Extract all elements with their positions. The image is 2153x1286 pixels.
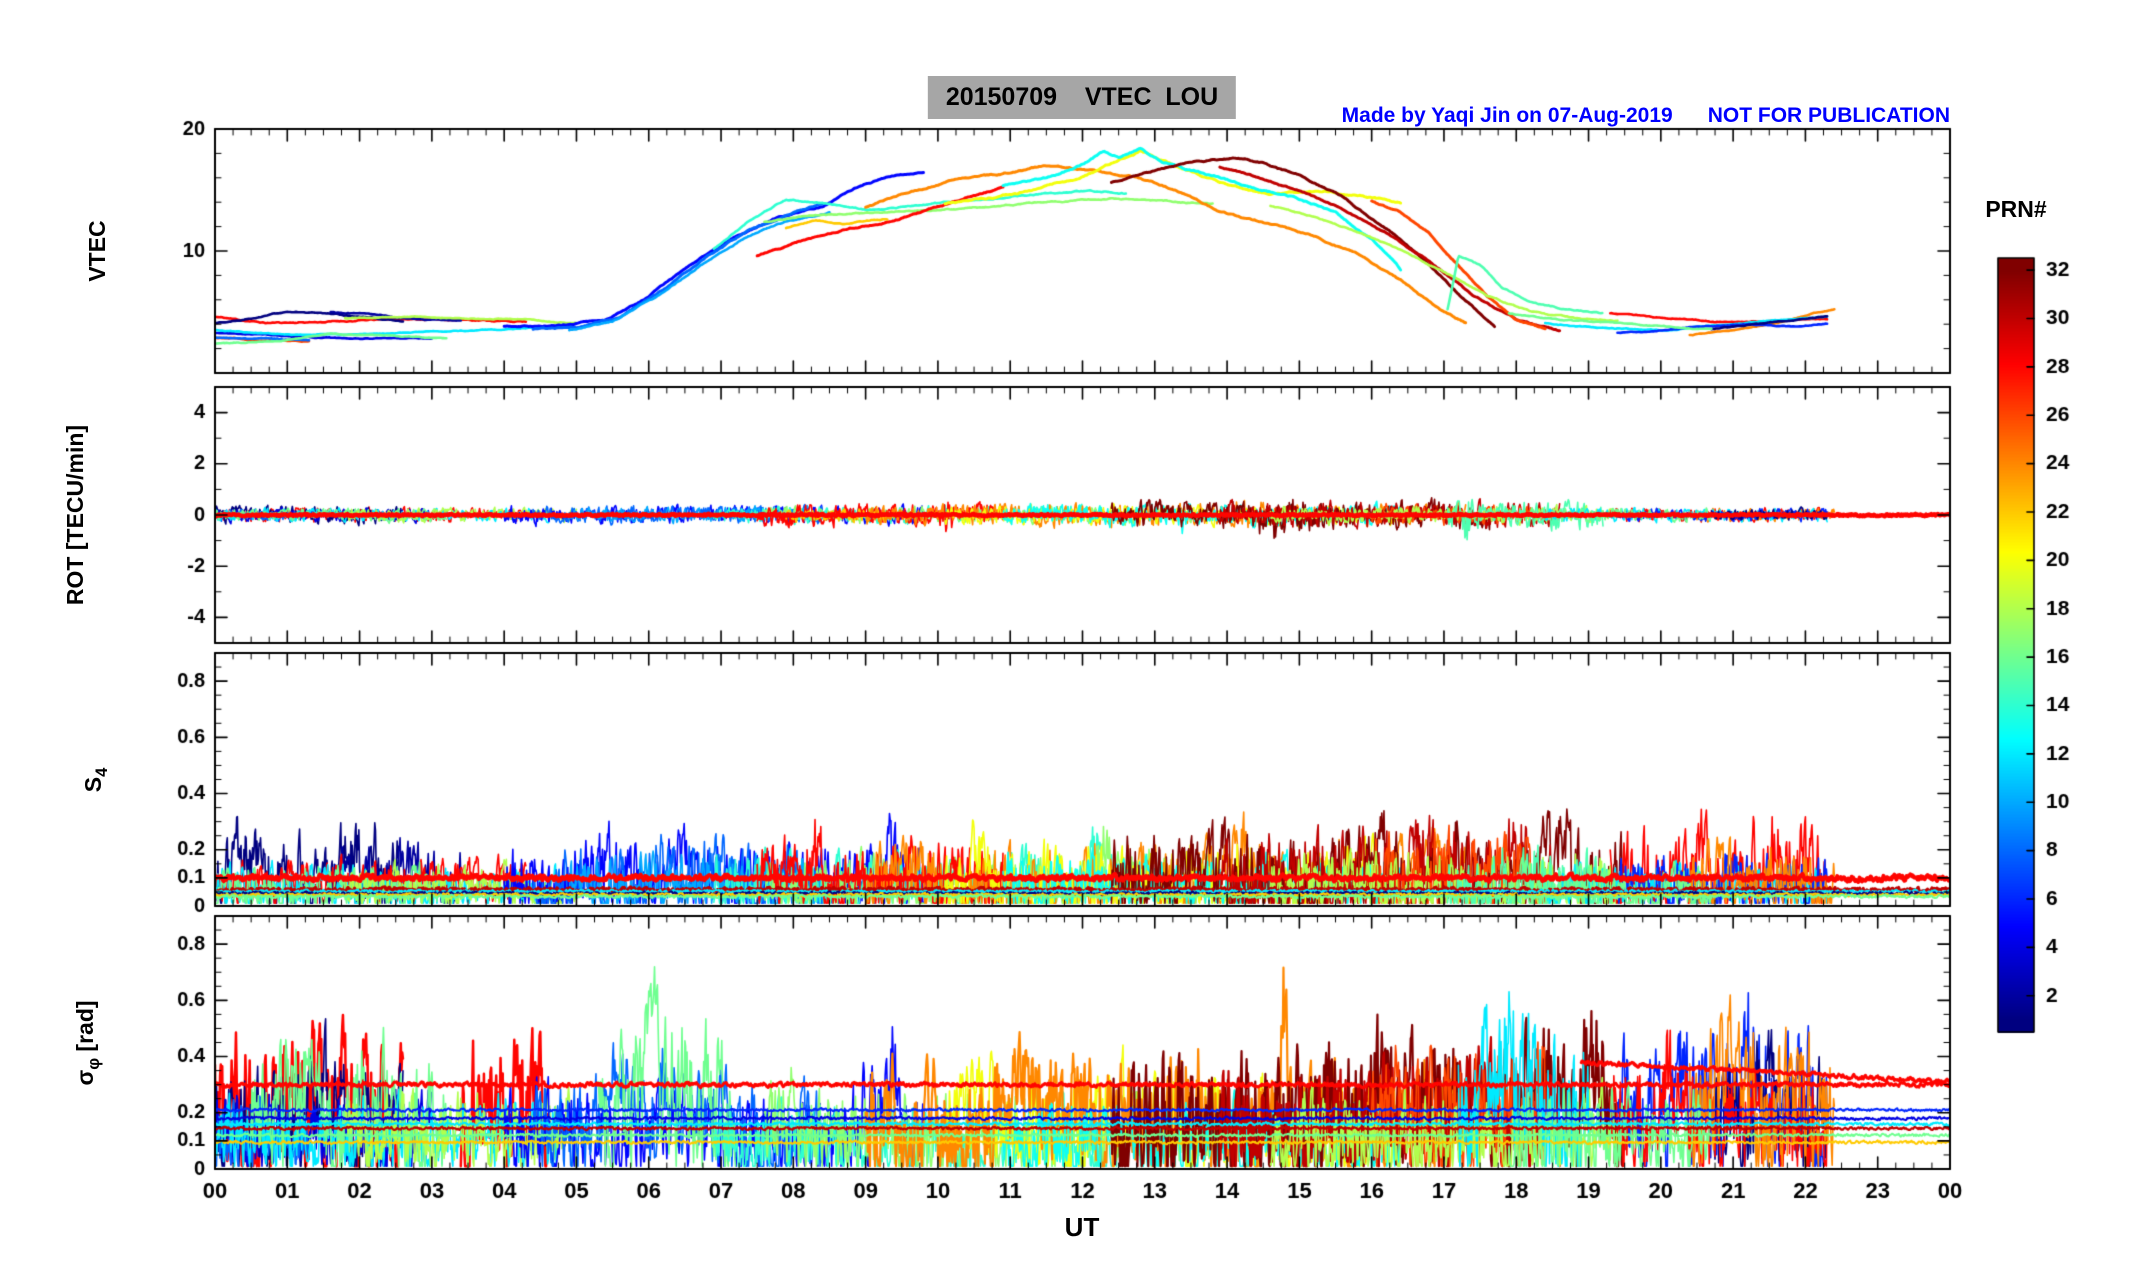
plot-title: 20150709 VTEC LOU xyxy=(927,76,1237,119)
y-axis-label-rot: ROT [TECU/min] xyxy=(62,425,94,605)
y-axis-label-s4-sub: 4 xyxy=(91,767,111,777)
y-axis-label-sigma-phi: σφ [rad] xyxy=(72,1000,104,1085)
y-axis-label-vtec: VTEC xyxy=(84,220,116,281)
y-axis-label-sigma-phi-post: [rad] xyxy=(72,1000,99,1058)
y-axis-label-rot-text: ROT [TECU/min] xyxy=(62,424,89,606)
watermark-annotation: Made by Yaqi Jin on 07-Aug-2019 NOT FOR … xyxy=(1341,104,1950,127)
y-axis-label-s4-text: S xyxy=(80,776,107,793)
y-axis-label-vtec-text: VTEC xyxy=(84,220,111,282)
y-axis-label-sigma-phi-sub: φ xyxy=(83,1057,103,1070)
x-axis-label: UT xyxy=(1064,1212,1100,1242)
y-axis-label-sigma-phi-text: σ xyxy=(72,1069,99,1086)
colorbar-label: PRN# xyxy=(1985,196,2047,222)
y-axis-label-s4: S4 xyxy=(80,768,112,793)
